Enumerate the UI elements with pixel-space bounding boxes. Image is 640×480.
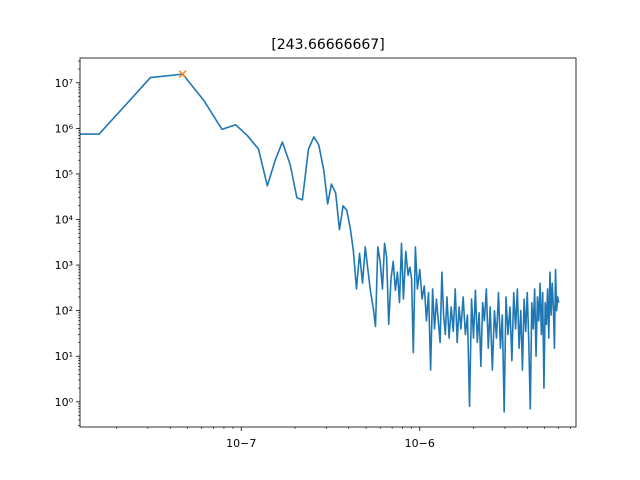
y-tick-label: 10¹ (55, 350, 73, 363)
x-tick-label: 10−7 (226, 437, 256, 450)
plot-area: 10−7 10−6 10⁰ 10¹ 10² 10³ 10⁴ 10⁵ 10⁶ 10⁷ (55, 60, 571, 450)
y-tick-label: 10⁵ (55, 168, 73, 181)
y-tick-label: 10⁰ (55, 396, 74, 409)
y-tick-label: 10³ (55, 259, 73, 272)
y-tick-label: 10⁷ (55, 77, 73, 90)
y-tick-label: 10⁴ (55, 214, 74, 227)
chart-title: [243.66666667] (271, 37, 384, 53)
axes-frame (79, 57, 577, 428)
peak-marker (178, 70, 187, 79)
y-tick-label: 10² (55, 305, 73, 318)
y-tick-label: 10⁶ (55, 122, 74, 135)
x-tick-label: 10−6 (405, 437, 435, 450)
spectrum-line (80, 73, 560, 413)
